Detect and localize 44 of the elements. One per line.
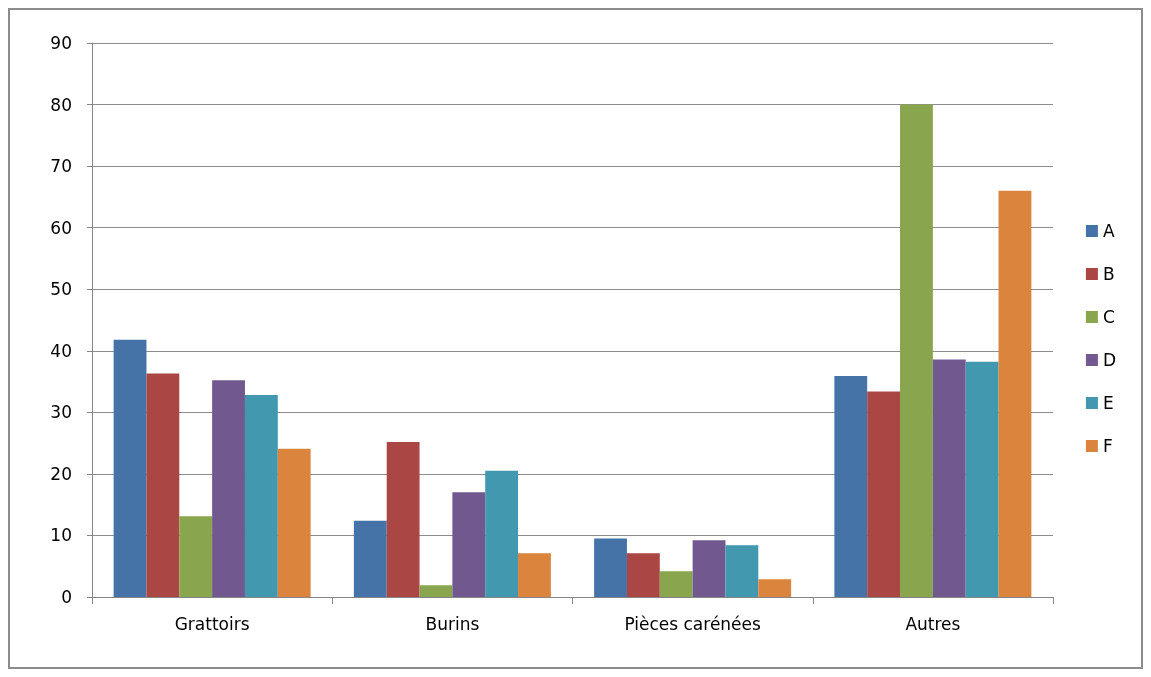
bar: [244, 395, 278, 597]
legend-label: E: [1102, 393, 1114, 413]
x-tick-label: Autres: [905, 613, 961, 634]
bar: [900, 104, 933, 597]
bar: [518, 553, 551, 597]
y-tick-label: 20: [50, 463, 72, 484]
bar: [932, 359, 966, 597]
legend-label: F: [1102, 436, 1113, 456]
y-tick-label: 50: [50, 279, 72, 300]
bar: [452, 492, 486, 597]
legend-label: D: [1102, 350, 1116, 370]
y-tick-label: 90: [50, 33, 72, 53]
y-tick-label: 30: [50, 402, 72, 423]
x-tick-label: Grattoirs: [174, 613, 250, 634]
bar: [965, 361, 999, 597]
y-tick-label: 80: [50, 94, 72, 115]
y-tick-label: 40: [50, 340, 72, 361]
bar: [212, 380, 245, 597]
bar: [594, 538, 627, 597]
bar: [834, 376, 868, 597]
x-tick-label: Burins: [425, 613, 480, 634]
bar: [867, 391, 901, 597]
bar: [179, 516, 213, 597]
y-tick-label: 60: [50, 217, 72, 238]
legend-label: A: [1102, 221, 1115, 241]
bar: [277, 448, 311, 597]
bar: [353, 520, 387, 597]
legend-label: B: [1102, 264, 1115, 284]
bar: [146, 373, 180, 597]
bar: [386, 441, 420, 597]
bar: [113, 339, 147, 597]
bar: [626, 553, 660, 597]
bar: [485, 470, 519, 597]
y-tick-label: 70: [50, 156, 72, 177]
y-tick-label: 0: [61, 587, 72, 607]
y-tick-label: 10: [50, 525, 72, 546]
x-tick-label: Pièces carénées: [624, 613, 762, 634]
bar: [419, 585, 453, 597]
bar: [758, 579, 792, 597]
bar: [659, 571, 693, 597]
bar: [692, 540, 726, 597]
bar: [998, 190, 1032, 597]
legend-label: C: [1102, 307, 1115, 327]
bar: [725, 545, 759, 597]
